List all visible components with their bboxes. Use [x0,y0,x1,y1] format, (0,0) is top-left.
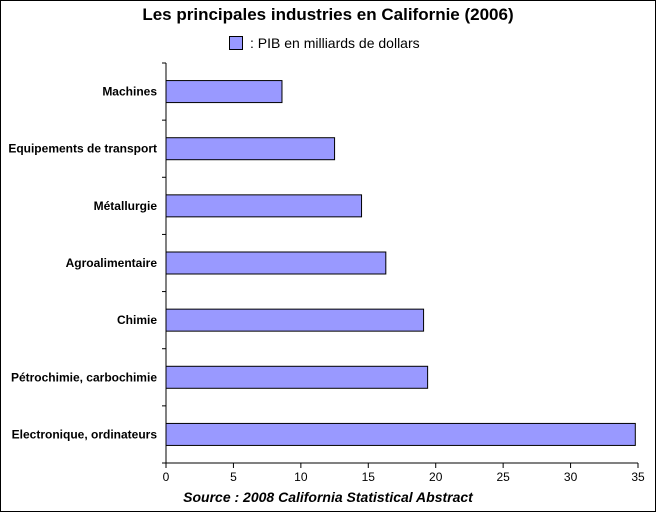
bar [165,137,336,161]
x-tick-label: 15 [362,470,376,484]
chart-source: Source : 2008 California Statistical Abs… [183,489,473,505]
x-tick-label: 10 [294,470,308,484]
bar [165,194,363,218]
bar [165,251,387,275]
bar [165,80,283,104]
bar [165,422,636,446]
category-label: Métallurgie [94,199,158,213]
category-label: Chimie [117,313,157,327]
x-tick-label: 35 [631,470,645,484]
category-label: Electronique, ordinateurs [12,427,158,441]
chart-title: Les principales industries en Californie… [142,5,514,24]
x-tick-label: 20 [429,470,443,484]
chart-legend: : PIB en milliards de dollars [229,35,420,51]
category-label: Equipements de transport [8,142,157,156]
x-tick-label: 25 [496,470,510,484]
category-label: Machines [102,85,157,99]
legend-label: : PIB en milliards de dollars [250,35,420,51]
x-tick-label: 30 [564,470,578,484]
legend-swatch [229,36,243,50]
x-tick-labels: 0 5 10 15 20 25 30 35 [163,470,645,484]
bar [165,308,425,332]
category-label: Agroalimentaire [66,256,158,270]
x-tick-label: 5 [230,470,237,484]
category-labels: Machines Equipements de transport Métallur… [8,85,157,442]
chart-bars [165,80,636,446]
category-label: Pétrochimie, carbochimie [11,370,157,384]
bar [165,365,429,389]
x-tick-label: 0 [163,470,170,484]
